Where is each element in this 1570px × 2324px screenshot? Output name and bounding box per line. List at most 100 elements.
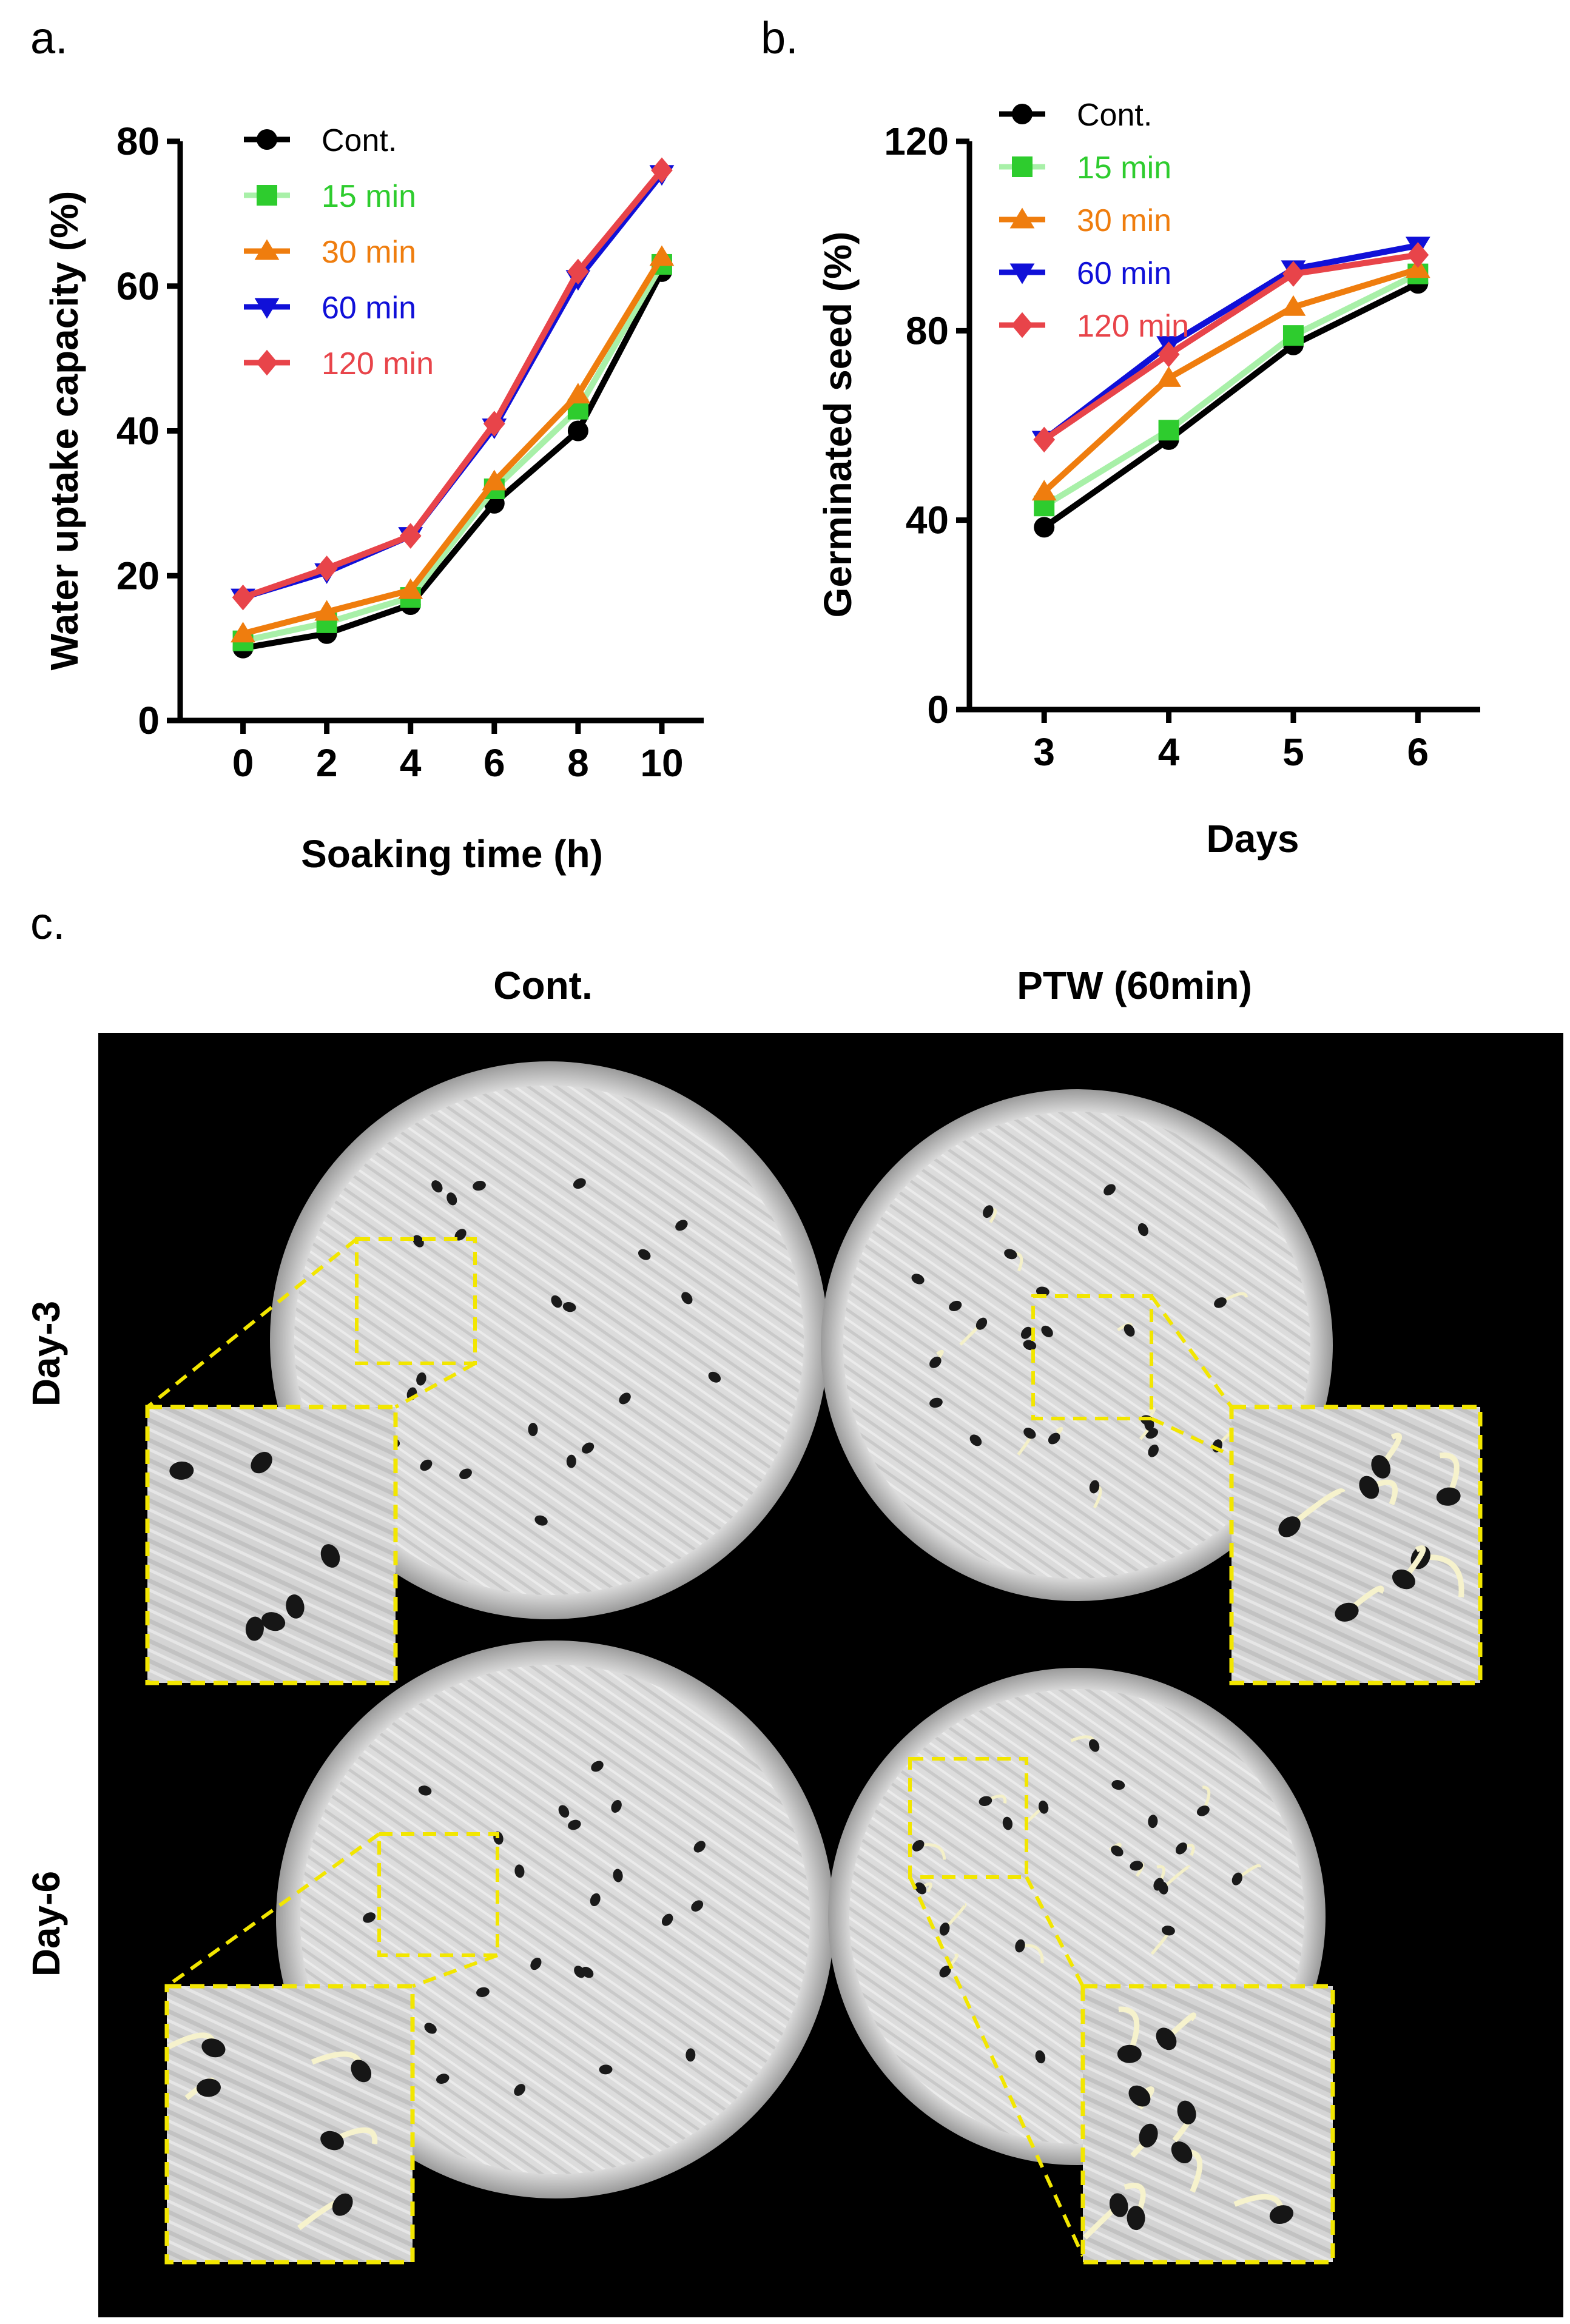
chart-a-legend-label: 120 min: [322, 346, 434, 381]
chart-b-line: [1042, 252, 1419, 443]
seed: [691, 1900, 704, 1912]
chart-b-x-tick-label: 4: [1158, 730, 1180, 774]
seed: [1130, 1861, 1144, 1871]
seed: [1392, 1569, 1415, 1590]
chart-b-point: [1033, 426, 1056, 453]
seed: [169, 1461, 194, 1480]
chart-a: a. 0 20 40 60 80 0 2 4 6 8 10 Cont. 15 min 30 min 60…: [30, 13, 704, 876]
chart-b-x-label: Days: [1207, 817, 1299, 861]
seed: [1148, 1815, 1158, 1829]
chart-b-axes: [966, 141, 1480, 713]
chart-a-x-tick-label: 0: [232, 741, 254, 785]
chart-b-legend-label: 15 min: [1077, 150, 1171, 186]
seed: [1038, 1800, 1049, 1814]
seed: [1015, 1939, 1025, 1953]
chart-b-x-ticks: 3 4 5 6: [1033, 710, 1429, 774]
seed: [1111, 1780, 1125, 1790]
panel-label-a: a.: [30, 13, 68, 63]
seed: [911, 1274, 925, 1285]
seed: [261, 1612, 286, 1631]
seed: [686, 2048, 696, 2062]
chart-b-series-30-min: [1031, 257, 1430, 501]
chart-a-x-tick-label: 8: [567, 741, 589, 785]
sprout: [1118, 2006, 1140, 2055]
chart-a-legend-item: 60 min: [244, 290, 416, 326]
seed: [562, 1301, 576, 1312]
chart-a-x-ticks: 0 2 4 6 8 10: [232, 720, 684, 785]
seed: [1156, 2027, 1177, 2050]
seed: [929, 1397, 943, 1408]
chart-a-y-tick-label: 40: [116, 409, 160, 453]
chart-b-series-120-min: [1033, 242, 1429, 453]
seed: [551, 1295, 562, 1308]
seed: [1157, 1881, 1168, 1895]
zoom-inset-control-day3: [145, 1405, 398, 1685]
chart-b-point: [1158, 420, 1179, 441]
chart-b-legend-marker: [1011, 312, 1033, 338]
chart-b-legend-marker: [1012, 104, 1033, 124]
seed: [436, 2074, 450, 2084]
seed: [514, 2084, 525, 2096]
chart-b-y-ticks: 0 40 80 120: [884, 119, 969, 731]
panel-label-c: c.: [30, 898, 66, 949]
chart-a-point: [651, 157, 673, 183]
chart-a-point: [483, 411, 505, 437]
seed: [514, 1864, 525, 1878]
chart-a-legend-item: Cont.: [244, 123, 397, 158]
seed: [420, 1459, 433, 1471]
chart-a-series-15-min: [232, 254, 672, 651]
chart-b-legend-item: 60 min: [999, 256, 1171, 291]
seed: [939, 1923, 950, 1936]
chart-a-legend-label: 60 min: [322, 290, 416, 326]
seed: [197, 2078, 221, 2097]
chart-a-series-30-min: [231, 245, 675, 643]
chart-b-legend-item: 15 min: [999, 150, 1171, 186]
seed: [1048, 1432, 1060, 1445]
seed: [949, 1300, 962, 1312]
chart-b: b. 0 40 80 120 3 4 5 6 Cont. 15 min 30 min 60 min…: [761, 13, 1480, 861]
seed: [351, 2060, 372, 2083]
chart-a-x-label: Soaking time (h): [301, 832, 603, 876]
seed: [363, 1912, 376, 1923]
seed: [251, 1451, 272, 1474]
chart-b-line: [1042, 271, 1420, 509]
chart-b-x-tick-label: 3: [1033, 730, 1055, 774]
seed: [528, 1423, 538, 1437]
seed: [530, 1957, 542, 1970]
seed: [286, 1594, 305, 1619]
chart-b-y-tick-label: 80: [906, 309, 949, 352]
seed: [1109, 2193, 1128, 2217]
chart-a-y-tick-label: 20: [116, 554, 160, 597]
seed: [1128, 2085, 1151, 2107]
chart-a-line: [242, 270, 665, 651]
chart-b-y-tick-label: 40: [906, 499, 949, 542]
zoom-inset-ptw-day3: [1229, 1405, 1483, 1685]
seed: [413, 1235, 424, 1248]
seed: [975, 1317, 988, 1330]
chart-a-point: [314, 600, 340, 621]
seed: [582, 1442, 595, 1454]
chart-b-line: [1042, 280, 1420, 530]
photo-panel: c. Cont. PTW (60min) Day-3 Day-6: [24, 898, 1563, 2317]
seed: [675, 1220, 688, 1231]
roi-control-day6: [377, 1832, 499, 1957]
seed: [1144, 1417, 1154, 1431]
chart-a-legend-marker: [257, 129, 277, 150]
chart-b-x-tick-label: 5: [1282, 730, 1304, 774]
chart-a-point: [398, 578, 423, 599]
seed: [1023, 1340, 1037, 1351]
seed: [915, 1882, 926, 1895]
seed: [1103, 1184, 1116, 1196]
seed: [1278, 1516, 1301, 1537]
chart-a-legend-item: 15 min: [244, 179, 416, 214]
seed: [1124, 1324, 1135, 1337]
roi-ptw-day6: [908, 1757, 1028, 1879]
seed: [476, 1987, 490, 1997]
seed: [590, 1893, 601, 1907]
seeds: [363, 1178, 1261, 2096]
chart-a-legend-marker: [257, 185, 277, 206]
seed: [1436, 1487, 1461, 1506]
chart-a-legend-label: 30 min: [322, 235, 416, 270]
seed: [1004, 1249, 1017, 1260]
